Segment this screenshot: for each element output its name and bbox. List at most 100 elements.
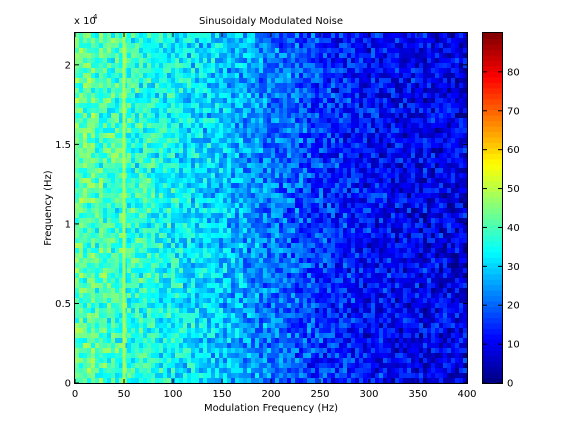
heatmap-cell (207, 108, 212, 114)
heatmap-cell (291, 213, 296, 219)
heatmap-cell (255, 33, 260, 39)
heatmap-cell (219, 173, 224, 179)
heatmap-cell (359, 48, 364, 54)
heatmap-cell (275, 143, 280, 149)
heatmap-cell (223, 348, 228, 354)
heatmap-cell (91, 158, 96, 164)
heatmap-cell (219, 203, 224, 209)
heatmap-cell (167, 68, 172, 74)
heatmap-cell (267, 48, 272, 54)
heatmap-cell (195, 248, 200, 254)
heatmap-cell (107, 88, 112, 94)
heatmap-cell (75, 358, 80, 364)
heatmap-cell (183, 128, 188, 134)
heatmap-cell (243, 53, 248, 59)
heatmap-cell (191, 288, 196, 294)
heatmap-cell (311, 293, 316, 299)
heatmap-cell (99, 98, 104, 104)
heatmap-cell (323, 378, 328, 384)
heatmap-cell (171, 48, 176, 54)
heatmap-cell (259, 278, 264, 284)
heatmap-cell (303, 83, 308, 89)
heatmap-cell (155, 323, 160, 329)
heatmap-cell (187, 248, 192, 254)
heatmap-cell (247, 218, 252, 224)
heatmap-cell (159, 53, 164, 59)
heatmap-cell (155, 313, 160, 319)
heatmap-cell (283, 33, 288, 39)
heatmap-cell (163, 338, 168, 344)
heatmap-cell (91, 378, 96, 384)
heatmap-cell (199, 163, 204, 169)
heatmap-cell (235, 153, 240, 159)
heatmap-cell (339, 143, 344, 149)
heatmap-cell (323, 208, 328, 214)
heatmap-cell (79, 308, 84, 314)
heatmap-cell (291, 183, 296, 189)
heatmap-cell (167, 293, 172, 299)
heatmap-cell (191, 53, 196, 59)
heatmap-cell (235, 78, 240, 84)
heatmap-cell (183, 93, 188, 99)
heatmap-cell (131, 353, 136, 359)
heatmap-cell (291, 233, 296, 239)
heatmap-cell (203, 318, 208, 324)
heatmap-cell (79, 48, 84, 54)
heatmap-cell (95, 258, 100, 264)
heatmap-cell (243, 218, 248, 224)
heatmap-cell (179, 368, 184, 374)
heatmap-cell (303, 283, 308, 289)
heatmap-cell (199, 113, 204, 119)
heatmap-cell (111, 38, 116, 44)
heatmap-cell (75, 138, 80, 144)
heatmap-cell (267, 238, 272, 244)
heatmap-cell (299, 338, 304, 344)
heatmap-cell (287, 158, 292, 164)
heatmap-cell (327, 93, 332, 99)
heatmap-cell (335, 128, 340, 134)
heatmap-cell (135, 308, 140, 314)
heatmap-cell (107, 373, 112, 379)
heatmap-cell (159, 238, 164, 244)
heatmap-cell (347, 343, 352, 349)
heatmap-cell (331, 303, 336, 309)
heatmap-cell (223, 308, 228, 314)
heatmap-cell (115, 68, 120, 74)
heatmap-cell (191, 73, 196, 79)
heatmap-cell (287, 298, 292, 304)
heatmap-cell (111, 138, 116, 144)
heatmap-cell (283, 118, 288, 124)
heatmap-cell (231, 333, 236, 339)
heatmap-cell (111, 238, 116, 244)
heatmap-cell (307, 293, 312, 299)
heatmap-cell (139, 218, 144, 224)
heatmap-cell (299, 178, 304, 184)
heatmap-cell (311, 138, 316, 144)
heatmap-cell (343, 283, 348, 289)
heatmap-cell (79, 98, 84, 104)
heatmap-cell (87, 358, 92, 364)
heatmap-cell (267, 78, 272, 84)
heatmap-cell (163, 263, 168, 269)
heatmap-cell (79, 153, 84, 159)
heatmap-cell (355, 318, 360, 324)
heatmap-cell (75, 163, 80, 169)
heatmap-cell (203, 173, 208, 179)
heatmap-cell (347, 238, 352, 244)
heatmap-cell (239, 193, 244, 199)
heatmap-cell (319, 188, 324, 194)
heatmap-cell (191, 228, 196, 234)
heatmap-cell (179, 93, 184, 99)
heatmap-cell (175, 158, 180, 164)
heatmap-cell (139, 333, 144, 339)
heatmap-cell (275, 153, 280, 159)
heatmap-cell (167, 228, 172, 234)
heatmap-cell (135, 143, 140, 149)
heatmap-cell (155, 68, 160, 74)
heatmap-cell (99, 133, 104, 139)
heatmap-cell (75, 38, 80, 44)
heatmap-cell (95, 88, 100, 94)
heatmap-cell (331, 198, 336, 204)
heatmap-cell (339, 123, 344, 129)
heatmap-cell (171, 203, 176, 209)
